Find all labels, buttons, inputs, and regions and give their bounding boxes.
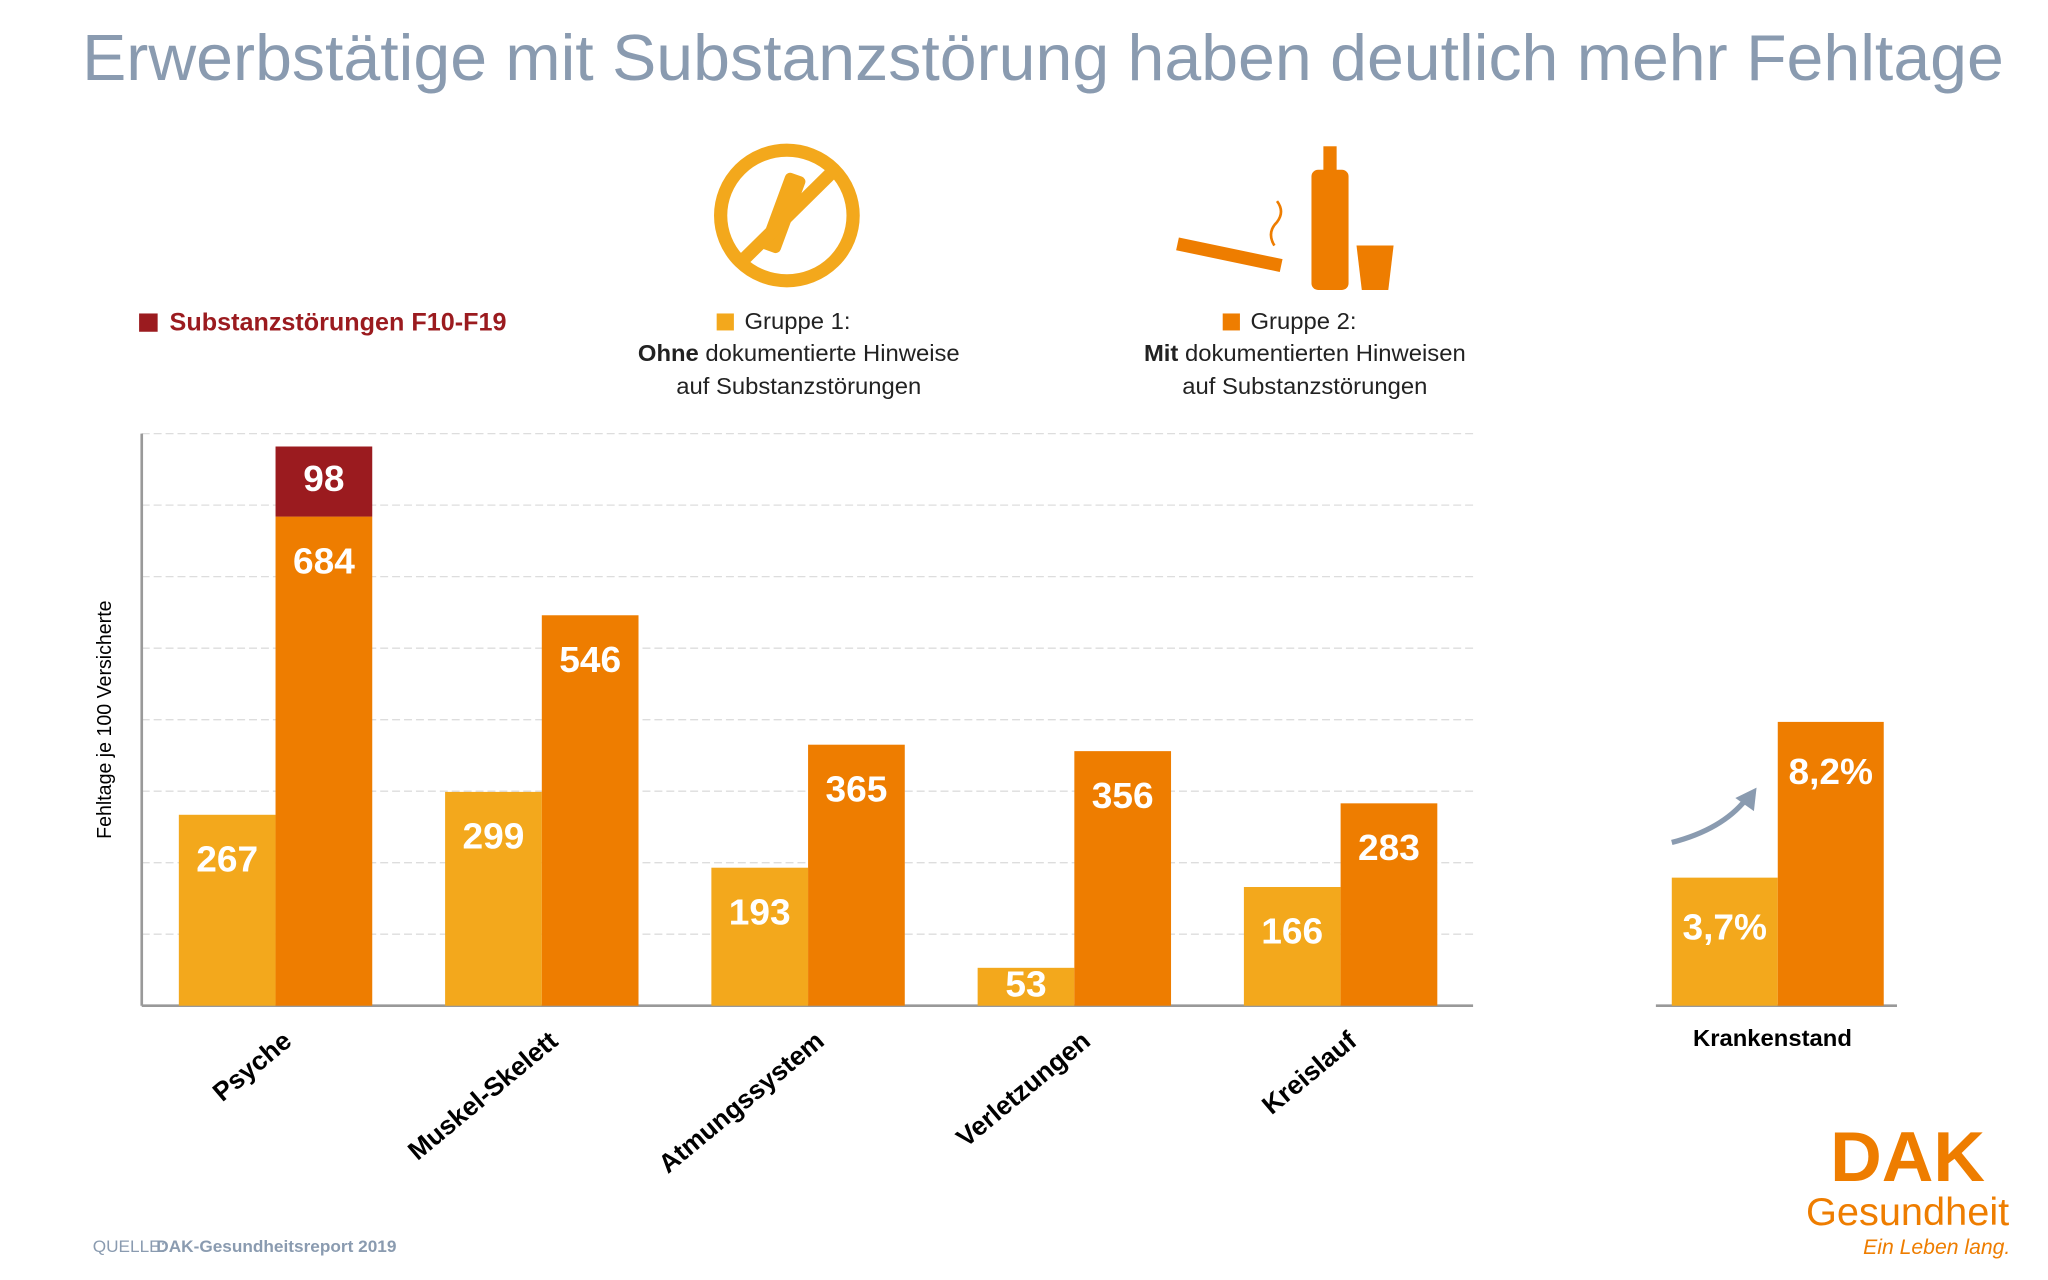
value-label: 3,7%	[1682, 907, 1767, 948]
bar	[1243, 887, 1341, 1006]
legend-swatch	[139, 313, 158, 332]
legend-label: Substanzstörungen F10-F19	[170, 309, 507, 337]
bar	[1340, 803, 1438, 1006]
bar	[541, 615, 639, 1006]
legend-label: Gruppe 2:	[1251, 309, 1357, 335]
x-tick-label: Kreislauf	[1256, 1025, 1362, 1120]
source: DAK-Gesundheitsreport 2019	[156, 1237, 396, 1256]
title: Erwerbstätige mit Substanzstörung haben …	[82, 20, 2004, 93]
icon-substance	[1176, 146, 1394, 290]
value-label: 299	[463, 816, 525, 857]
value-label: 546	[559, 639, 621, 680]
value-label: 53	[1005, 964, 1046, 1005]
bar	[275, 446, 373, 517]
legend-note-2: auf Substanzstörungen	[676, 374, 921, 400]
bar	[178, 814, 276, 1006]
logo-name: Gesundheit	[1806, 1190, 2009, 1234]
bar	[711, 867, 809, 1006]
value-label: 166	[1261, 911, 1323, 952]
bar	[808, 744, 905, 1006]
legend-note-text: dokumentierten Hinweisen	[1178, 342, 1465, 368]
bar	[1671, 877, 1778, 1006]
legend-label: Gruppe 1:	[744, 309, 850, 335]
value-label: 98	[303, 458, 344, 499]
legend-swatch	[1222, 313, 1240, 331]
legend-swatch	[716, 313, 734, 331]
legend-note-2: auf Substanzstörungen	[1182, 374, 1427, 400]
x-tick-label: Psyche	[207, 1025, 297, 1107]
legend-note-bold: Mit	[1144, 342, 1179, 368]
legend-note-text: dokumentierte Hinweise	[699, 342, 960, 368]
legend-note-bold: Ohne	[638, 342, 699, 368]
bar	[1074, 751, 1172, 1006]
icon-no-substance	[714, 143, 860, 288]
x-tick-label: Verletzungen	[950, 1025, 1096, 1152]
value-label: 267	[196, 839, 258, 880]
value-label: 283	[1358, 827, 1420, 868]
arrow-head	[1735, 787, 1757, 812]
value-label: 365	[825, 769, 887, 810]
value-label: 684	[293, 541, 355, 582]
value-label: 193	[729, 892, 791, 933]
legend-note: Ohne dokumentierte Hinweise	[638, 342, 960, 368]
value-label: 356	[1092, 775, 1154, 816]
x-tick-label: Atmungssystem	[652, 1025, 829, 1178]
x-tick-label: Krankenstand	[1693, 1026, 1852, 1052]
bar	[977, 967, 1075, 1006]
logo-brand: DAK	[1830, 1119, 1985, 1197]
bar	[445, 791, 542, 1006]
source-label: QUELLE:	[93, 1237, 166, 1256]
logo-slogan: Ein Leben lang.	[1863, 1236, 2010, 1259]
y-axis-label: Fehltage je 100 Versicherte	[94, 600, 116, 838]
bar	[1777, 721, 1884, 1006]
bar	[275, 516, 373, 1006]
legend-note: Mit dokumentierten Hinweisen	[1144, 342, 1466, 368]
value-label: 8,2%	[1788, 751, 1873, 792]
arrow	[1671, 797, 1749, 845]
x-tick-label: Muskel-Skelett	[402, 1025, 564, 1165]
